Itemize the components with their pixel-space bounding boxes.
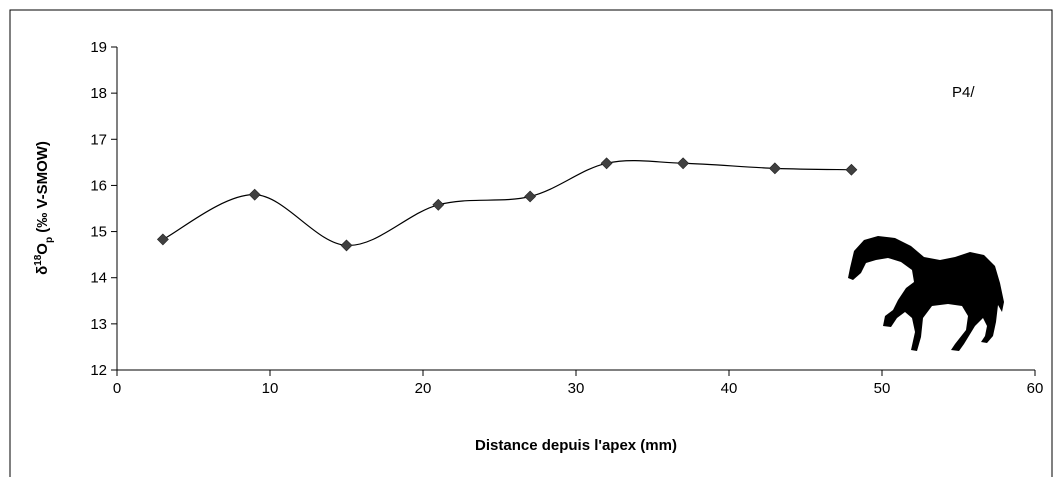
x-tick-label: 0 [113,380,121,397]
horse-silhouette-icon [848,236,1004,351]
data-point-marker [248,188,261,201]
y-tick-label: 13 [90,316,107,333]
x-tick-label: 30 [568,380,585,397]
data-point-marker [156,233,169,246]
data-point-marker [432,198,445,211]
y-tick-label: 19 [90,39,107,56]
data-point-marker [600,157,613,170]
data-point-marker [524,190,537,203]
y-tick-label: 16 [90,177,107,194]
y-axis-title-delta: δ [34,266,51,275]
data-point-marker [340,239,353,252]
data-point-marker [845,163,858,176]
data-point-marker [768,162,781,175]
y-tick-label: 14 [90,270,107,287]
y-tick-label: 15 [90,224,107,241]
x-tick-label: 60 [1027,380,1044,397]
x-axis-title: Distance depuis l'apex (mm) [475,437,677,454]
y-axis-title: δ18Op (‰ V-SMOW) [33,141,55,275]
x-tick-label: 20 [415,380,432,397]
y-axis-title-subscript: p [44,237,55,243]
x-tick-label: 50 [874,380,891,397]
x-tick-label: 10 [262,380,279,397]
ticks-layer: 12 13 14 15 16 17 18 19 0 10 20 30 40 50 60 [90,39,1043,397]
x-tick-label: 40 [721,380,738,397]
series-line [162,160,852,247]
y-axis-title-o: O [34,243,51,255]
y-tick-label: 18 [90,85,107,102]
series-layer [156,157,858,252]
y-axis-title-superscript: 18 [33,254,44,266]
series-annotation: P4/ [952,84,975,101]
y-axis-title-unit: (‰ V-SMOW) [34,141,51,237]
y-tick-label: 17 [90,131,107,148]
data-point-marker [677,157,690,170]
y-tick-label: 12 [90,362,107,379]
